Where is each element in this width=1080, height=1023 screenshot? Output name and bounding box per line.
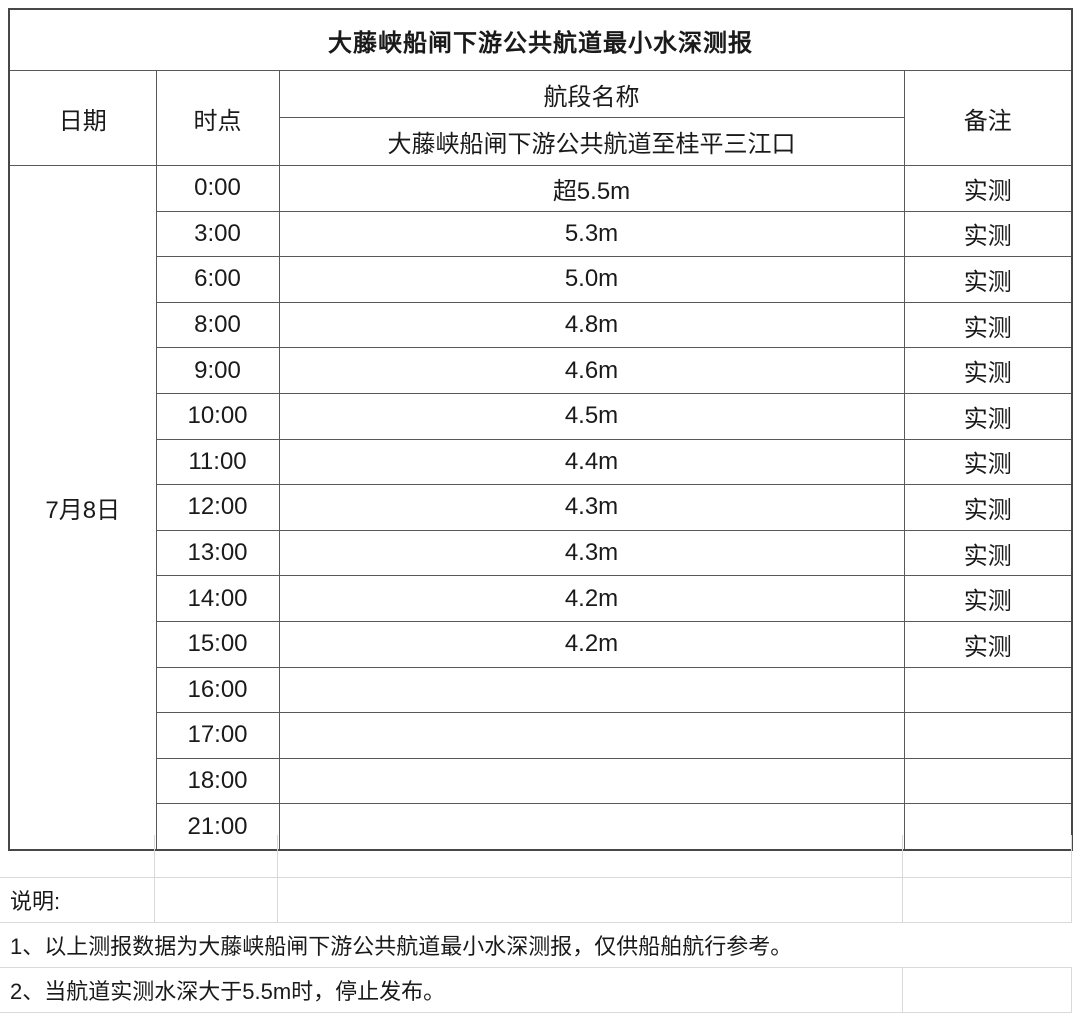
depth-cell (278, 712, 905, 759)
depth-cell: 5.3m (278, 210, 905, 258)
footer-notes-area: 说明: 1、以上测报数据为大藤峡船闸下游公共航道最小水深测报，仅供船舶航行参考。… (0, 835, 1072, 1013)
column-header-date: 日期 (8, 70, 157, 166)
column-header-remark: 备注 (903, 70, 1073, 166)
time-cell: 13:00 (155, 529, 280, 577)
footer-empty-cell (155, 835, 278, 877)
table-row: 3:00 5.3m 实测 (9, 210, 1073, 258)
remark-cell: 实测 (903, 484, 1073, 531)
time-cell: 18:00 (155, 757, 280, 805)
segment-name-header: 大藤峡船闸下游公共航道至桂平三江口 (278, 117, 905, 166)
table-row: 11:00 4.4m 实测 (9, 438, 1073, 486)
time-cell: 14:00 (155, 575, 280, 622)
header-row-2: 大藤峡船闸下游公共航道至桂平三江口 (9, 117, 1072, 166)
depth-cell: 4.3m (278, 529, 905, 577)
column-header-time: 时点 (155, 70, 280, 166)
depth-cell: 4.4m (278, 438, 905, 486)
column-header-segment-group: 航段名称 (278, 70, 905, 118)
note-1-text: 1、以上测报数据为大藤峡船闸下游公共航道最小水深测报，仅供船舶航行参考。 (10, 934, 793, 959)
table-row: 8:00 4.8m 实测 (9, 301, 1073, 349)
table-row: 6:00 5.0m 实测 (9, 256, 1073, 303)
depth-cell: 4.5m (278, 392, 905, 440)
time-cell: 11:00 (155, 438, 280, 486)
footer-empty-cell (278, 835, 903, 877)
time-cell: 6:00 (155, 256, 280, 303)
depth-cell: 4.2m (278, 620, 905, 668)
remark-cell (903, 757, 1073, 805)
table-row: 21:00 (9, 803, 1073, 851)
header-row-1: 日期 时点 航段名称 备注 (8, 70, 1073, 166)
time-cell: 10:00 (155, 392, 280, 440)
time-cell: 9:00 (155, 347, 280, 394)
date-value-cell: 7月8日 (8, 164, 157, 851)
time-cell: 3:00 (155, 210, 280, 258)
remark-cell: 实测 (903, 620, 1073, 668)
depth-cell: 4.6m (278, 347, 905, 394)
footer-empty-cell (278, 878, 903, 922)
remark-cell: 实测 (903, 347, 1073, 394)
footer-note-row-2: 2、当航道实测水深大于5.5m时，停止发布。 (0, 968, 1072, 1013)
depth-cell: 超5.5m (278, 165, 905, 212)
depth-cell (278, 757, 905, 805)
remark-cell: 实测 (903, 210, 1073, 258)
time-cell: 8:00 (155, 301, 280, 349)
time-cell: 21:00 (155, 803, 280, 851)
remark-cell (903, 712, 1073, 759)
remark-cell: 实测 (903, 165, 1073, 212)
time-cell: 0:00 (155, 165, 280, 212)
depth-cell: 4.2m (278, 575, 905, 622)
remark-cell (903, 666, 1073, 714)
table-row: 10:00 4.5m 实测 (9, 392, 1073, 440)
footer-empty-cell (0, 835, 155, 877)
notes-label: 说明: (0, 878, 155, 922)
footer-empty-cell (155, 878, 278, 922)
table-row: 14:00 4.2m 实测 (9, 575, 1073, 622)
remark-cell: 实测 (903, 438, 1073, 486)
remark-cell: 实测 (903, 301, 1073, 349)
table-row: 7月8日 0:00 超5.5m 实测 (8, 164, 1073, 851)
footer-note-row-1: 1、以上测报数据为大藤峡船闸下游公共航道最小水深测报，仅供船舶航行参考。 (0, 923, 1072, 968)
time-cell: 15:00 (155, 620, 280, 668)
remark-cell: 实测 (903, 575, 1073, 622)
remark-cell: 实测 (903, 529, 1073, 577)
depth-cell: 4.3m (278, 484, 905, 531)
table-row: 13:00 4.3m 实测 (9, 529, 1073, 577)
remark-cell: 实测 (903, 392, 1073, 440)
table-row: 15:00 4.2m 实测 (9, 620, 1073, 668)
time-cell: 16:00 (155, 666, 280, 714)
footer-empty-cell (903, 835, 1072, 877)
depth-cell: 5.0m (278, 256, 905, 303)
table-row: 18:00 (9, 757, 1073, 805)
depth-cell (278, 803, 905, 851)
footer-empty-cell (903, 968, 1072, 1012)
table-row: 12:00 4.3m 实测 (9, 484, 1073, 531)
footer-empty-cell (903, 878, 1072, 922)
water-depth-report-table: 大藤峡船闸下游公共航道最小水深测报 日期 时点 航段名称 备注 大藤峡船闸下游公… (8, 8, 1073, 851)
footer-label-row: 说明: (0, 878, 1072, 923)
table-row: 16:00 (9, 666, 1073, 714)
time-cell: 12:00 (155, 484, 280, 531)
depth-cell: 4.8m (278, 301, 905, 349)
note-2-text: 2、当航道实测水深大于5.5m时，停止发布。 (0, 968, 903, 1012)
footer-empty-row (0, 835, 1072, 878)
table-row: 17:00 (9, 712, 1073, 759)
page-title: 大藤峡船闸下游公共航道最小水深测报 (8, 8, 1073, 71)
time-cell: 17:00 (155, 712, 280, 759)
remark-cell: 实测 (903, 256, 1073, 303)
remark-cell (903, 803, 1073, 851)
depth-cell (278, 666, 905, 714)
table-row: 9:00 4.6m 实测 (9, 347, 1073, 394)
title-row: 大藤峡船闸下游公共航道最小水深测报 (8, 8, 1073, 71)
